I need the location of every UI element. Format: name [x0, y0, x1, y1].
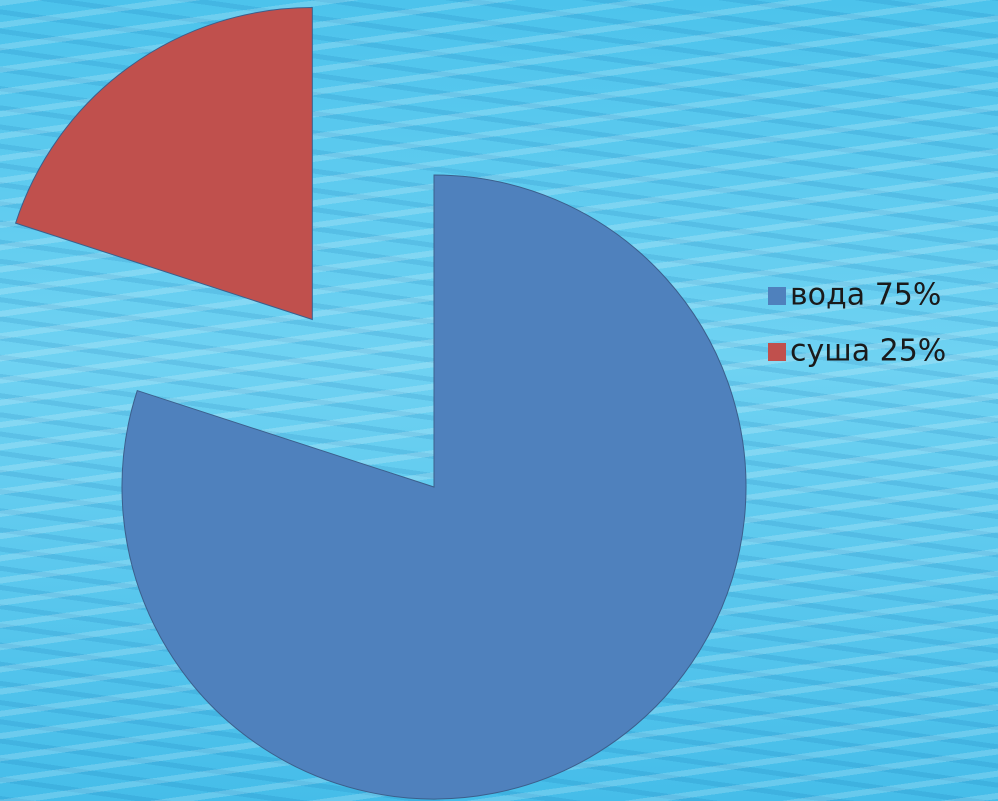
legend-label: суша 25% [790, 334, 946, 369]
legend-label: вода 75% [790, 278, 941, 313]
legend-swatch [768, 287, 786, 305]
chart: вода 75% суша 25% [0, 0, 998, 801]
slide: вода 75% суша 25% [0, 0, 998, 801]
pie-slice [16, 8, 313, 320]
legend-swatch [768, 343, 786, 361]
